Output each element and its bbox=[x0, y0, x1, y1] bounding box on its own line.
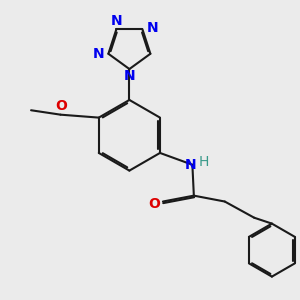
Text: N: N bbox=[147, 21, 158, 34]
Text: N: N bbox=[92, 47, 104, 61]
Text: H: H bbox=[198, 155, 209, 169]
Text: O: O bbox=[55, 99, 67, 113]
Text: N: N bbox=[185, 158, 197, 172]
Text: O: O bbox=[148, 197, 160, 212]
Text: N: N bbox=[111, 14, 122, 28]
Text: N: N bbox=[124, 68, 135, 83]
